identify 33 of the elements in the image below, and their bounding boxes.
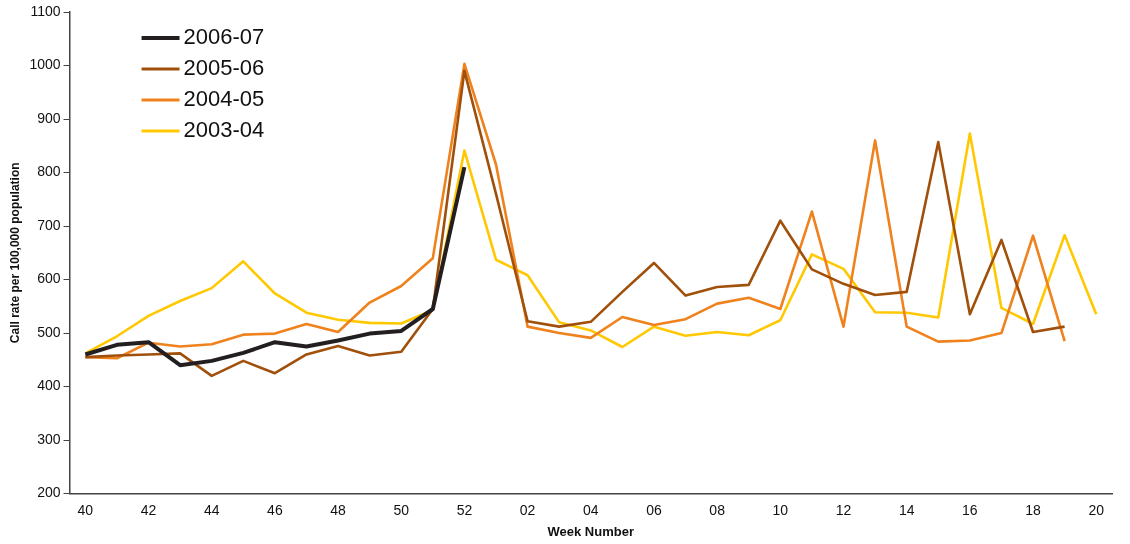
x-tick-label: 46 [267,501,283,518]
y-tick-label: 800 [37,163,61,180]
x-tick-label: 40 [77,501,94,518]
x-tick-label: 12 [835,501,852,518]
x-axis-title: Week Number [547,523,635,539]
legend-label: 2006-07 [183,24,265,50]
x-tick-label: 20 [1088,501,1105,518]
y-tick-label: 700 [37,216,61,233]
x-tick-label: 10 [772,501,789,518]
x-tick-label: 16 [962,501,978,518]
x-tick-label: 08 [709,501,726,518]
y-tick-label: 500 [37,323,61,340]
legend-label: 2003-04 [183,117,265,143]
x-tick-label: 50 [393,501,410,518]
x-tick-label: 52 [456,501,473,518]
y-tick-label: 1100 [30,2,61,19]
x-tick-label: 14 [898,501,915,518]
y-tick-label: 200 [37,484,61,501]
legend-label: 2005-06 [183,55,265,81]
x-tick-label: 42 [140,501,157,518]
y-tick-label: 1000 [29,56,61,73]
y-tick-label: 400 [37,377,61,394]
x-tick-label: 02 [519,501,536,518]
legend-label: 2004-05 [183,86,265,112]
y-tick-label: 600 [37,270,61,287]
x-tick-label: 04 [582,501,599,518]
x-tick-label: 48 [330,501,347,518]
x-tick-label: 06 [646,501,662,518]
x-tick-label: 18 [1025,501,1042,518]
y-tick-label: 900 [37,109,61,126]
y-tick-label: 300 [37,430,61,447]
y-axis-title: Call rate per 100,000 population [7,162,22,344]
x-tick-label: 44 [203,501,220,518]
